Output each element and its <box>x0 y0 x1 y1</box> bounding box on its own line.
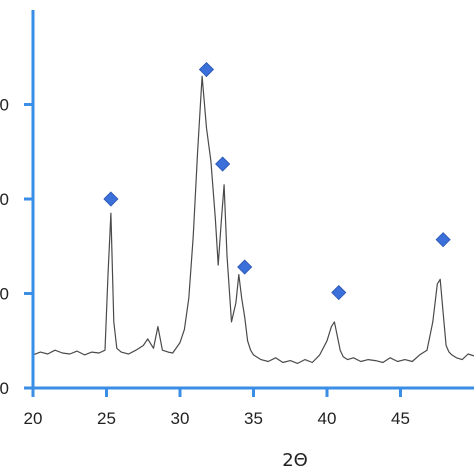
y-tick-label: 0 <box>0 379 9 398</box>
diffraction-trace <box>32 75 474 364</box>
peak-marker <box>331 284 347 301</box>
x-tick-label: 35 <box>244 409 263 428</box>
y-axis-ticks: 0 0 0 0 <box>0 96 33 398</box>
x-tick-label: 40 <box>318 409 337 428</box>
peak-marker <box>237 259 253 275</box>
x-tick-label: 25 <box>97 409 116 428</box>
peak-marker <box>198 61 215 78</box>
peak-marker <box>215 156 231 172</box>
x-tick-label: 45 <box>391 409 410 428</box>
x-tick-label: 20 <box>24 409 43 428</box>
x-axis-label: 2Θ <box>282 450 308 471</box>
y-tick-label: 0 <box>0 190 9 209</box>
peak-marker <box>103 191 119 207</box>
y-tick-label: 0 <box>0 96 9 115</box>
series-line <box>32 75 474 364</box>
y-tick-label: 0 <box>0 285 9 304</box>
peak-markers <box>103 61 451 301</box>
x-axis-ticks: 20 25 30 35 40 45 <box>24 388 410 428</box>
x-tick-label: 30 <box>171 409 190 428</box>
peak-marker <box>435 232 451 248</box>
